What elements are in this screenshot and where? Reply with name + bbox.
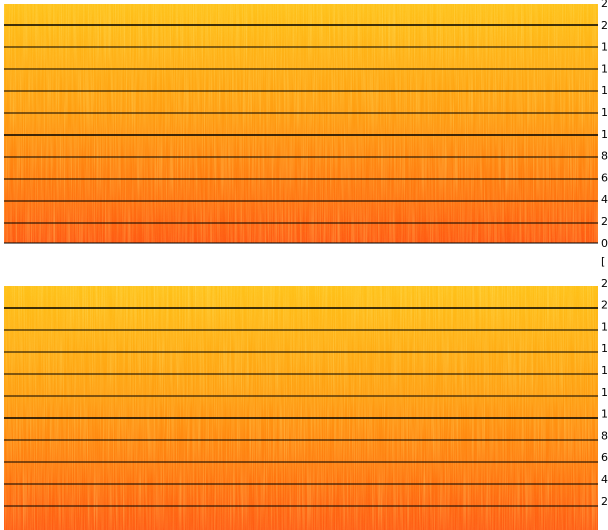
axis-label: 8 [601, 429, 608, 442]
axis-labels: 2 2 1 1 1 1 1 8 6 4 2 0 [2 2 1 1 1 1 1 8 6 4 2 [601, 0, 608, 508]
axis-label: 8 [601, 150, 608, 163]
axis-label: 4 [601, 473, 608, 486]
axis-label: 1 [601, 84, 608, 97]
axis-label: 1 [601, 106, 608, 119]
axis-label: 4 [601, 193, 608, 206]
axis-label: 2 [601, 277, 608, 290]
axis-label: [ [601, 255, 605, 268]
axis-label: 2 [601, 19, 608, 32]
axis-label: 1 [601, 128, 608, 141]
heatmap-top [4, 4, 598, 243]
axis-label: 6 [601, 171, 608, 184]
axis-label: 1 [601, 342, 608, 355]
axis-label: 2 [601, 299, 608, 312]
axis-label: 2 [601, 0, 608, 10]
axis-label: 1 [601, 62, 608, 75]
axis-label: 1 [601, 408, 608, 421]
axis-label: 2 [601, 495, 608, 508]
axis-label: 0 [601, 237, 608, 250]
axis-label: 1 [601, 320, 608, 333]
axis-label: 1 [601, 41, 608, 54]
axis-label: 2 [601, 215, 608, 228]
axis-label: 6 [601, 451, 608, 464]
axis-label: 1 [601, 364, 608, 377]
grid-lines [4, 24, 598, 507]
axis-label: 1 [601, 386, 608, 399]
heatmap-bottom [4, 286, 598, 530]
